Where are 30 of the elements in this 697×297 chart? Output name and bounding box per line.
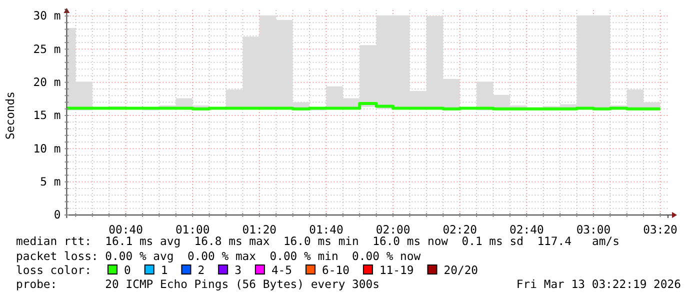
x-tick-label: 02:00 [376,222,410,237]
legend-label: 3 [234,263,242,277]
y-axis-title: Seconds [3,91,17,140]
y-tick-label: 30 m [33,8,61,23]
legend-title: loss color: [16,263,92,277]
x-tick-label: 02:20 [442,222,478,237]
x-tick-label: 00:40 [108,222,144,237]
text: Fri Mar 13 03:22:19 2026 [516,277,682,291]
y-tick-label: 0 [54,208,61,222]
text: probe: 20 ICMP Echo Pings (56 Bytes) every 300s [16,277,380,291]
y-tick-label: 15 m [33,108,61,122]
x-tick-label: 01:20 [242,222,277,237]
legend-label: 11-19 [379,263,414,277]
y-tick-label: 10 m [33,141,61,156]
x-tick-label: 03:20 [643,222,678,237]
legend-label: 0 [124,263,131,277]
x-tick-label: 01:00 [175,222,210,237]
legend-label: 4-5 [271,263,292,277]
y-tick-label: 20 m [33,74,61,89]
x-tick-label: 03:00 [576,222,611,237]
legend-label: 2 [198,263,205,277]
y-tick-label: 5 m [40,174,61,188]
legend-label: 20/20 [444,263,478,277]
y-tick-label: 25 m [33,42,61,56]
x-tick-label: 02:40 [510,222,544,237]
x-tick-label: 01:40 [309,222,344,237]
legend-label: 1 [160,263,168,277]
text: median rtt: 16.1 ms avg 16.8 ms max 16.0 ms min 16.0 ms now 0.1 ms sd 117.4 am/s [16,234,620,248]
text: packet loss: 0.00 % avg 0.00 % max 0.00 % min 0.00 % now [16,249,421,263]
legend-label: 6-10 [322,263,350,277]
